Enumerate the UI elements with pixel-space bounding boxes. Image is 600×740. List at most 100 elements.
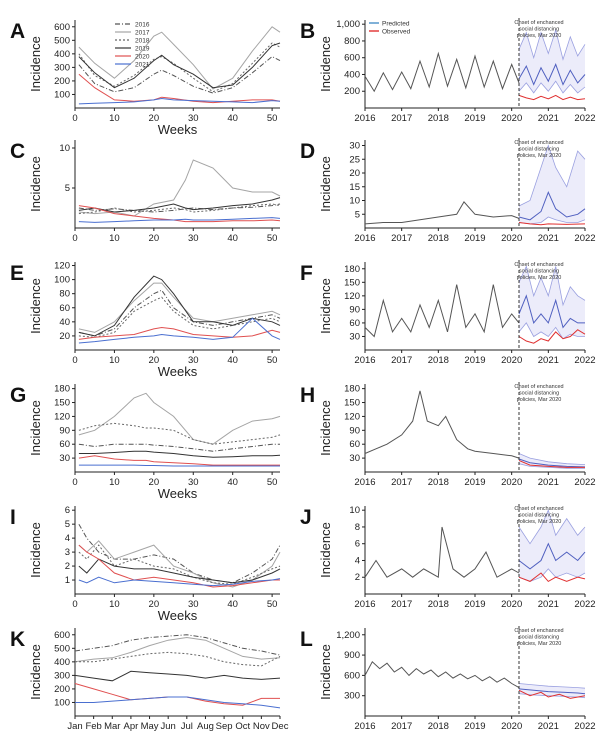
x-tick-label: 40 <box>227 113 238 124</box>
policy-onset-annotation: policies, Mar 2020 <box>517 275 562 281</box>
policy-onset-annotation: Onset of enchanced <box>514 140 563 146</box>
historical-line <box>364 526 520 579</box>
prediction-upper-line <box>518 683 586 689</box>
x-tick-label: 2016 <box>354 599 375 610</box>
legend-label-2016: 2016 <box>135 22 150 29</box>
series-line-2016 <box>78 56 281 94</box>
x-tick-label: 30 <box>188 113 199 124</box>
y-tick-label: 30 <box>59 453 70 464</box>
series-line-2017 <box>78 392 281 445</box>
x-tick-label: 2019 <box>464 355 485 366</box>
y-tick-label: 5 <box>65 519 70 530</box>
y-tick-label: 500 <box>54 35 70 46</box>
policy-onset-annotation: Onset of enchanced <box>514 262 563 268</box>
predicted-line <box>518 688 586 695</box>
historical-line <box>364 390 520 459</box>
x-tick-label: 10 <box>109 477 120 488</box>
y-tick-label: 60 <box>349 318 360 329</box>
y-tick-label: 6 <box>355 539 360 550</box>
x-tick-label: 2021 <box>538 355 559 366</box>
policy-onset-annotation: social distancing <box>519 635 559 641</box>
x-tick-label: 2018 <box>428 113 449 124</box>
legend-label-2017: 2017 <box>135 30 150 37</box>
policy-onset-annotation: social distancing <box>519 27 559 33</box>
x-tick-label: 2019 <box>464 477 485 488</box>
x-tick-label: 2018 <box>428 233 449 244</box>
x-tick-label: Feb <box>85 721 101 732</box>
observed-line <box>518 329 586 344</box>
prediction-upper-line <box>518 453 586 465</box>
y-tick-label: 120 <box>54 261 70 272</box>
x-tick-label: Apr <box>124 721 139 732</box>
series-line-2020 <box>78 73 281 104</box>
panel-letter: K <box>10 628 25 651</box>
series-line-2019 <box>78 197 281 213</box>
x-tick-label: 2018 <box>428 477 449 488</box>
y-tick-label: 150 <box>344 277 360 288</box>
panel-letter: H <box>300 384 315 407</box>
y-tick-label: 400 <box>54 49 70 60</box>
x-tick-label: Nov <box>253 721 270 732</box>
panel-letter: J <box>300 506 312 529</box>
x-tick-label: 0 <box>72 233 77 244</box>
y-axis-title: Incidence <box>28 36 43 92</box>
legend-label-2021: 2021 <box>135 62 150 69</box>
x-tick-label: 20 <box>149 355 160 366</box>
y-tick-label: 120 <box>344 411 360 422</box>
x-tick-label: 30 <box>188 355 199 366</box>
x-tick-label: 0 <box>72 477 77 488</box>
predicted-line <box>518 190 586 221</box>
series-line-2019 <box>78 42 281 89</box>
x-tick-label: 2020 <box>501 113 522 124</box>
observed-line <box>518 689 586 699</box>
x-tick-label: 2022 <box>574 599 595 610</box>
legend-label-2020: 2020 <box>135 54 150 61</box>
series-line-2020 <box>78 455 280 466</box>
y-tick-label: 300 <box>344 691 360 702</box>
x-tick-label: 40 <box>227 599 238 610</box>
x-tick-label: 10 <box>109 599 120 610</box>
series-line-2021 <box>78 576 281 587</box>
y-axis-title: Incidence <box>318 522 333 578</box>
panel-j: 2 4 6 8 10 2016 2017 2018 2019 2020 2021 2022 Incide… <box>300 504 596 610</box>
y-tick-label: 300 <box>54 670 70 681</box>
x-tick-label: 10 <box>109 355 120 366</box>
x-tick-label: Jan <box>67 721 82 732</box>
y-axis-title: Incidence <box>318 156 333 212</box>
x-tick-label: 2022 <box>574 721 595 732</box>
panel-letter: E <box>10 262 24 285</box>
prediction-lower-line <box>518 463 585 469</box>
legend-label-2019: 2019 <box>135 46 150 53</box>
x-tick-label: 2018 <box>428 355 449 366</box>
x-tick-label: 0 <box>72 113 77 124</box>
x-tick-label: Oct <box>235 721 250 732</box>
policy-onset-annotation: policies, Mar 2020 <box>517 33 562 39</box>
prediction-interval-band <box>519 30 585 93</box>
x-tick-label: 2016 <box>354 113 375 124</box>
y-tick-label: 30 <box>349 453 360 464</box>
series-line-2016 <box>78 203 281 213</box>
policy-onset-annotation: Onset of enchanced <box>514 506 563 512</box>
y-tick-label: 1,000 <box>336 19 360 30</box>
y-tick-label: 2 <box>355 572 360 583</box>
predicted-line <box>518 458 586 468</box>
y-tick-label: 4 <box>65 533 70 544</box>
x-tick-label: 2020 <box>501 477 522 488</box>
x-tick-label: 0 <box>72 599 77 610</box>
y-tick-label: 1,200 <box>336 630 360 641</box>
prediction-lower-line <box>518 322 585 340</box>
y-tick-label: 180 <box>54 384 70 395</box>
y-axis-title: Incidence <box>28 522 43 578</box>
x-tick-label: 2017 <box>391 233 412 244</box>
observed-line <box>518 222 586 226</box>
x-tick-label: 2021 <box>538 477 559 488</box>
y-tick-label: 900 <box>344 650 360 661</box>
x-tick-label: 0 <box>72 355 77 366</box>
observed-line <box>518 459 585 468</box>
x-tick-label: 50 <box>267 233 278 244</box>
y-axis-title: Incidence <box>28 644 43 700</box>
x-tick-label: 30 <box>188 477 199 488</box>
y-tick-label: 3 <box>65 547 70 558</box>
x-tick-label: 50 <box>267 477 278 488</box>
y-tick-label: 40 <box>59 317 70 328</box>
